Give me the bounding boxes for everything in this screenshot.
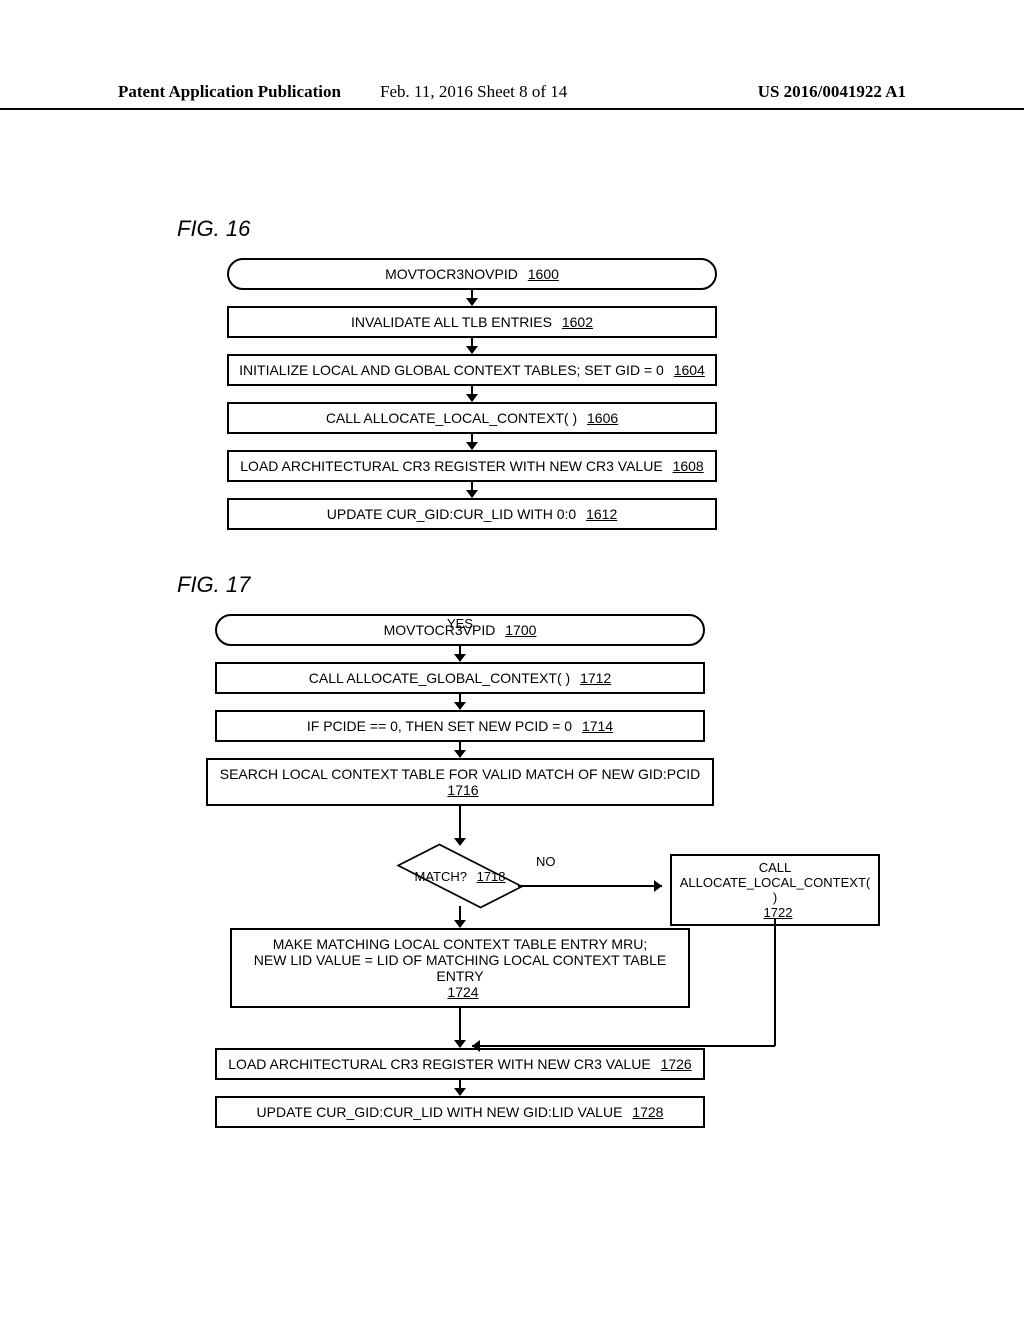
- fig16-box-1608: LOAD ARCHITECTURAL CR3 REGISTER WITH NEW…: [227, 450, 717, 482]
- header-left: Patent Application Publication: [118, 82, 341, 102]
- fig16-box-1606: CALL ALLOCATE_LOCAL_CONTEXT( ) 1606: [227, 402, 717, 434]
- no-label: NO: [536, 854, 556, 869]
- fig16-box-1602: INVALIDATE ALL TLB ENTRIES 1602: [227, 306, 717, 338]
- box-ref: 1726: [661, 1056, 692, 1072]
- page: Patent Application Publication Feb. 11, …: [0, 0, 1024, 1320]
- arrow-icon: [454, 906, 466, 928]
- fig16-label: FIG. 16: [177, 216, 250, 242]
- arrow-icon: [454, 742, 466, 758]
- header-mid: Feb. 11, 2016 Sheet 8 of 14: [380, 82, 567, 102]
- side-ref: 1722: [764, 905, 793, 920]
- arrow-icon: [454, 646, 466, 662]
- side-line2: ALLOCATE_LOCAL_CONTEXT( ): [678, 875, 872, 905]
- box-ref: 1604: [674, 362, 705, 378]
- arrow-icon: [454, 694, 466, 710]
- box-ref: 1724: [447, 984, 478, 1000]
- arrow-icon: [466, 482, 478, 498]
- fig17-decision-wrap: MATCH? 1718 NO: [206, 846, 714, 906]
- fig16-flowchart: MOVTOCR3NOVPID 1600 INVALIDATE ALL TLB E…: [217, 258, 727, 530]
- box-text: INVALIDATE ALL TLB ENTRIES: [351, 314, 552, 330]
- fig17-box-1712: CALL ALLOCATE_GLOBAL_CONTEXT( ) 1712: [215, 662, 705, 694]
- arrow-icon: [454, 1008, 466, 1048]
- fig16-start: MOVTOCR3NOVPID 1600: [227, 258, 717, 290]
- box-ref: 1716: [447, 782, 478, 798]
- box-text: LOAD ARCHITECTURAL CR3 REGISTER WITH NEW…: [228, 1056, 650, 1072]
- fig17-main-column: MOVTOCR3VPID 1700 CALL ALLOCATE_GLOBAL_C…: [190, 614, 730, 1128]
- fig17-box-1714: IF PCIDE == 0, THEN SET NEW PCID = 0 171…: [215, 710, 705, 742]
- fig17-flowchart: MOVTOCR3VPID 1700 CALL ALLOCATE_GLOBAL_C…: [190, 614, 890, 1128]
- box-line1: MAKE MATCHING LOCAL CONTEXT TABLE ENTRY …: [240, 936, 680, 952]
- fig17-start-ref: 1700: [505, 622, 536, 638]
- box-ref: 1602: [562, 314, 593, 330]
- box-ref: 1712: [580, 670, 611, 686]
- arrow-icon: [466, 386, 478, 402]
- box-text: LOAD ARCHITECTURAL CR3 REGISTER WITH NEW…: [240, 458, 662, 474]
- header-right: US 2016/0041922 A1: [758, 82, 906, 102]
- decision-ref: 1718: [477, 869, 506, 884]
- fig17-box-1716: SEARCH LOCAL CONTEXT TABLE FOR VALID MAT…: [206, 758, 714, 806]
- box-text: CALL ALLOCATE_LOCAL_CONTEXT( ): [326, 410, 577, 426]
- box-text: IF PCIDE == 0, THEN SET NEW PCID = 0: [307, 718, 572, 734]
- box-ref: 1728: [632, 1104, 663, 1120]
- arrow-icon: [454, 1080, 466, 1096]
- fig17-box-1724: MAKE MATCHING LOCAL CONTEXT TABLE ENTRY …: [230, 928, 690, 1008]
- fig17-label: FIG. 17: [177, 572, 250, 598]
- box-ref: 1714: [582, 718, 613, 734]
- yes-label: YES: [447, 616, 473, 631]
- fig17-box-1722: CALL ALLOCATE_LOCAL_CONTEXT( ) 1722: [670, 854, 880, 926]
- fig17-box-1728: UPDATE CUR_GID:CUR_LID WITH NEW GID:LID …: [215, 1096, 705, 1128]
- arrow-icon: [466, 338, 478, 354]
- arrow-icon: [466, 434, 478, 450]
- side-line1: CALL: [678, 860, 872, 875]
- box-text: INITIALIZE LOCAL AND GLOBAL CONTEXT TABL…: [239, 362, 664, 378]
- fig17-box-1726: LOAD ARCHITECTURAL CR3 REGISTER WITH NEW…: [215, 1048, 705, 1080]
- box-text: UPDATE CUR_GID:CUR_LID WITH NEW GID:LID …: [257, 1104, 623, 1120]
- box-ref: 1608: [673, 458, 704, 474]
- box-ref: 1606: [587, 410, 618, 426]
- arrow-icon: [466, 290, 478, 306]
- box-text: SEARCH LOCAL CONTEXT TABLE FOR VALID MAT…: [220, 766, 700, 782]
- box-text: UPDATE CUR_GID:CUR_LID WITH 0:0: [327, 506, 576, 522]
- fig17-decision-text: MATCH? 1718: [414, 869, 505, 884]
- box-ref: 1612: [586, 506, 617, 522]
- fig16-box-1604: INITIALIZE LOCAL AND GLOBAL CONTEXT TABL…: [227, 354, 717, 386]
- box-line2: NEW LID VALUE = LID OF MATCHING LOCAL CO…: [240, 952, 680, 984]
- box-text: CALL ALLOCATE_GLOBAL_CONTEXT( ): [309, 670, 570, 686]
- arrow-icon: [454, 806, 466, 846]
- fig17-start-text: MOVTOCR3VPID: [384, 622, 496, 638]
- header: Patent Application Publication Feb. 11, …: [0, 82, 1024, 110]
- fig16-box-1612: UPDATE CUR_GID:CUR_LID WITH 0:0 1612: [227, 498, 717, 530]
- fig16-start-text: MOVTOCR3NOVPID: [385, 266, 518, 282]
- decision-text: MATCH?: [414, 869, 466, 884]
- fig16-start-ref: 1600: [528, 266, 559, 282]
